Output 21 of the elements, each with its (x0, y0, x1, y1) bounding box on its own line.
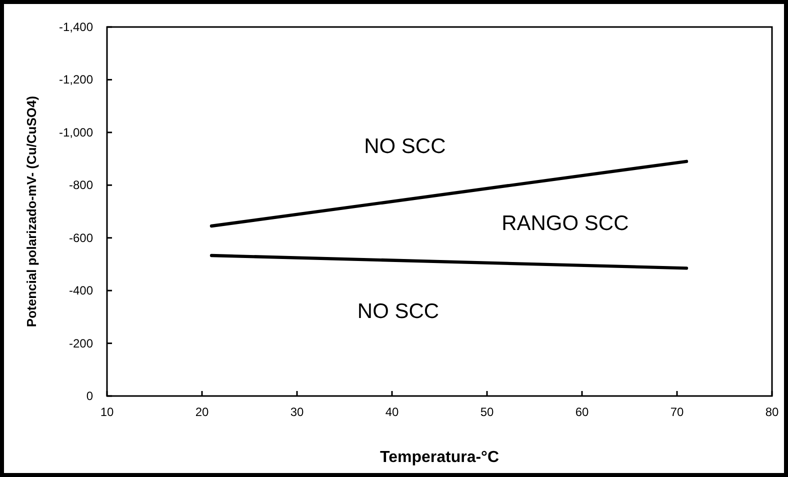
x-tick-label: 40 (385, 405, 399, 419)
x-tick-label: 70 (670, 405, 684, 419)
y-tick-label: 0 (86, 389, 94, 403)
annotation: NO SCC (364, 135, 446, 158)
x-tick-label: 30 (290, 405, 304, 419)
y-tick-label: -400 (68, 284, 94, 298)
x-tick-label: 60 (575, 405, 589, 419)
y-tick-label: -800 (68, 178, 94, 192)
annotation: RANGO SCC (502, 212, 629, 235)
x-tick-label: 50 (480, 405, 494, 419)
x-tick-label: 10 (100, 405, 114, 419)
y-axis-title: Potencial polarizado-mV- (Cu/CuSO4) (24, 96, 39, 328)
y-tick-label: -1,200 (58, 72, 94, 87)
x-tick-label: 20 (195, 405, 209, 419)
x-tick-label: 80 (765, 405, 779, 419)
y-tick-label: -600 (68, 230, 94, 245)
y-tick-label: -1,400 (58, 20, 94, 34)
y-tick-label: -200 (68, 336, 94, 350)
x-axis-title: Temperatura-°C (380, 449, 500, 466)
y-tick-label: -1,000 (58, 125, 94, 140)
annotation: NO SCC (357, 300, 440, 324)
